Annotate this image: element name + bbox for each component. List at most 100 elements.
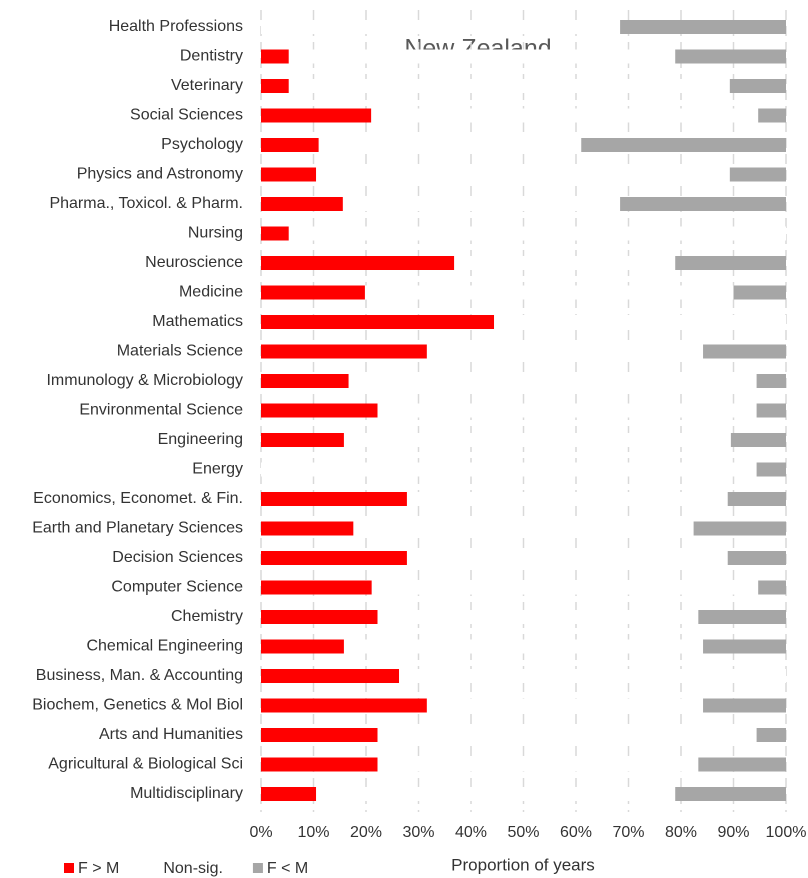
bar bbox=[261, 167, 317, 182]
y-tick-label: Health Professions bbox=[109, 18, 243, 35]
bar bbox=[675, 787, 786, 801]
x-tick-label: 90% bbox=[717, 824, 749, 841]
bar bbox=[729, 79, 786, 93]
y-tick-label: Medicine bbox=[179, 284, 243, 301]
bar bbox=[342, 197, 621, 211]
y-tick-label: Chemical Engineering bbox=[86, 638, 243, 655]
bar bbox=[261, 639, 344, 654]
bar bbox=[620, 20, 786, 34]
bar bbox=[758, 580, 786, 595]
bar bbox=[377, 757, 699, 772]
bar bbox=[698, 757, 786, 772]
bar bbox=[261, 108, 372, 123]
y-tick-label: Psychology bbox=[161, 136, 243, 153]
bar bbox=[353, 521, 694, 536]
y-tick-label: Economics, Economet. & Fin. bbox=[33, 490, 243, 507]
x-tick-label: 20% bbox=[350, 824, 382, 841]
bar bbox=[261, 226, 289, 241]
x-tick-label: 30% bbox=[402, 824, 434, 841]
y-tick-label: Business, Man. & Accounting bbox=[36, 667, 243, 684]
bar bbox=[730, 433, 786, 447]
bar bbox=[261, 580, 372, 595]
bar bbox=[406, 492, 728, 506]
x-tick-label: 80% bbox=[665, 824, 697, 841]
y-tick-label: Energy bbox=[192, 461, 243, 478]
y-tick-label: Nursing bbox=[188, 225, 243, 242]
bar bbox=[727, 492, 786, 506]
bar bbox=[261, 138, 319, 152]
bar bbox=[261, 757, 378, 772]
bar bbox=[316, 167, 730, 182]
bar bbox=[693, 521, 786, 536]
bar bbox=[261, 403, 378, 418]
bar bbox=[581, 138, 786, 152]
bar bbox=[288, 49, 676, 64]
bar bbox=[426, 344, 704, 359]
bar bbox=[371, 108, 759, 123]
bar bbox=[620, 197, 786, 211]
bar bbox=[261, 551, 407, 565]
bar bbox=[406, 551, 728, 565]
x-tick-label: 40% bbox=[455, 824, 487, 841]
legend-label: Non-sig. bbox=[163, 860, 223, 877]
y-tick-label: Biochem, Genetics & Mol Biol bbox=[32, 697, 243, 714]
bar bbox=[675, 49, 786, 64]
bar bbox=[675, 256, 786, 270]
y-tick-label: Social Sciences bbox=[130, 107, 243, 124]
bar bbox=[343, 639, 704, 654]
bar bbox=[399, 669, 786, 683]
y-tick-label: Dentistry bbox=[180, 48, 243, 65]
y-tick-label: Mathematics bbox=[152, 313, 243, 330]
bar bbox=[318, 138, 582, 152]
y-tick-label: Neuroscience bbox=[145, 254, 243, 271]
y-tick-label: Chemistry bbox=[171, 608, 243, 625]
bar bbox=[261, 521, 354, 536]
bar bbox=[756, 374, 786, 388]
bar bbox=[377, 403, 757, 418]
bar bbox=[261, 285, 365, 300]
x-tick-label: 70% bbox=[612, 824, 644, 841]
y-tick-label: Physics and Astronomy bbox=[77, 166, 243, 183]
y-tick-label: Earth and Planetary Sciences bbox=[32, 520, 243, 537]
x-tick-label: 0% bbox=[249, 824, 272, 841]
bar bbox=[261, 462, 757, 477]
x-tick-label: 100% bbox=[766, 824, 807, 841]
bar bbox=[703, 344, 786, 359]
bar bbox=[261, 698, 427, 713]
bar bbox=[727, 551, 786, 565]
bar bbox=[288, 79, 730, 93]
y-tick-label: Veterinary bbox=[171, 77, 243, 94]
y-tick-label: Arts and Humanities bbox=[99, 726, 243, 743]
x-axis-label: Proportion of years bbox=[451, 855, 595, 874]
bar bbox=[348, 374, 757, 388]
y-tick-label: Immunology & Microbiology bbox=[46, 372, 243, 389]
bar bbox=[698, 610, 786, 624]
bar bbox=[371, 580, 759, 595]
bar bbox=[261, 433, 344, 447]
bar bbox=[733, 285, 786, 300]
bar bbox=[288, 226, 786, 241]
bar bbox=[261, 374, 349, 388]
bar bbox=[261, 256, 455, 270]
bar bbox=[316, 787, 676, 801]
bar bbox=[426, 698, 704, 713]
y-tick-label: Decision Sciences bbox=[112, 549, 243, 566]
bar bbox=[729, 167, 786, 182]
y-tick-label: Pharma., Toxicol. & Pharm. bbox=[49, 195, 243, 212]
bar bbox=[261, 787, 317, 801]
bar bbox=[756, 403, 786, 418]
y-tick-label: Materials Science bbox=[117, 343, 243, 360]
y-tick-label: Computer Science bbox=[111, 579, 243, 596]
bar bbox=[377, 610, 699, 624]
bar bbox=[261, 344, 427, 359]
bar bbox=[261, 315, 495, 329]
bar bbox=[261, 49, 289, 64]
bar bbox=[261, 197, 343, 211]
bar bbox=[261, 79, 289, 93]
legend-swatch bbox=[64, 863, 74, 873]
bar bbox=[703, 698, 786, 713]
x-tick-label: 10% bbox=[297, 824, 329, 841]
bar bbox=[494, 315, 786, 329]
